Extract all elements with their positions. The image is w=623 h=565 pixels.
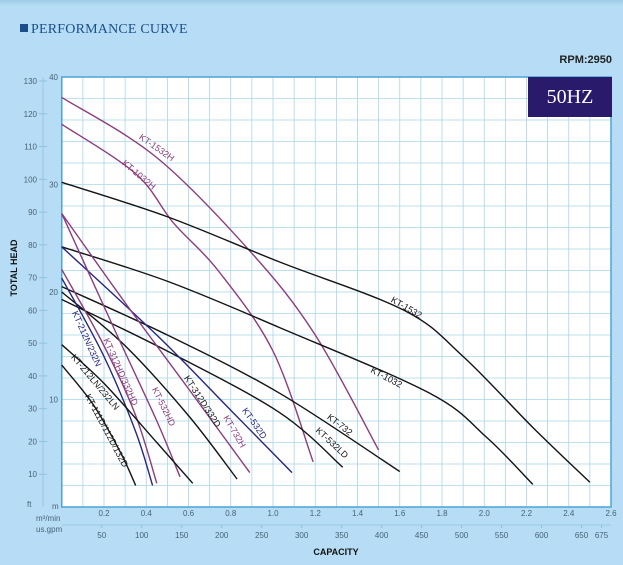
x-axis-title: CAPACITY [313, 547, 358, 557]
curve-kt-312d-332d [61, 291, 238, 480]
x2-unit-label: us.gpm [36, 525, 63, 534]
curve-kt-1532h [61, 96, 380, 451]
y2-tick-label: 20 [28, 437, 37, 446]
curves [61, 96, 591, 486]
x-tick-label: 1.8 [436, 509, 448, 518]
x-unit-label: m³/min [36, 514, 60, 523]
y-tick-label: 30 [49, 181, 58, 190]
top-bar [0, 0, 623, 6]
section-title: PERFORMANCE CURVE [20, 22, 188, 38]
y-tick-label: 20 [49, 288, 58, 297]
x2-tick-label: 100 [135, 531, 149, 540]
square-bullet-icon [20, 24, 28, 32]
x2-tick-label: 350 [335, 531, 349, 540]
x-tick-label: 1.6 [394, 509, 406, 518]
x-tick-label: 2.4 [563, 509, 575, 518]
y2-tick-label: 10 [28, 470, 37, 479]
y2-tick-label: 120 [24, 110, 38, 119]
x-tick-label: 2.6 [605, 509, 617, 518]
curve-kt-732 [61, 285, 401, 473]
x2-tick-label: 550 [495, 531, 509, 540]
y2-tick-label: 110 [24, 143, 37, 152]
curve-kt-111d-112d-132d [61, 364, 137, 486]
y-axis-title: TOTAL HEAD [9, 239, 19, 297]
x2-tick-label: 50 [97, 531, 106, 540]
curve-kt-532hd [61, 213, 181, 478]
y-unit-label: m [52, 502, 59, 511]
y2-tick-label: 50 [28, 339, 37, 348]
y-tick-label: 10 [49, 396, 58, 405]
x2-tick-label: 250 [255, 531, 269, 540]
y2-tick-label: 130 [24, 77, 38, 86]
x2-tick-label: 650 [575, 531, 589, 540]
x-tick-label: 2.0 [479, 509, 491, 518]
x2-tick-label: 500 [455, 531, 469, 540]
x2-tick-label: 150 [175, 531, 189, 540]
curve-kt-532ld [61, 298, 344, 468]
x-tick-label: 0.8 [225, 509, 237, 518]
x-tick-label: 0.4 [141, 509, 153, 518]
y2-tick-label: 70 [28, 274, 37, 283]
x-tick-label: 0.6 [183, 509, 195, 518]
x-tick-label: 1.2 [310, 509, 322, 518]
y2-unit-label: ft [27, 500, 32, 509]
x2-tick-label: 675 [595, 531, 609, 540]
y2-tick-label: 40 [28, 372, 37, 381]
x-tick-label: 2.2 [521, 509, 533, 518]
x-tick-label: 1.4 [352, 509, 364, 518]
curve-kt-1032h [61, 123, 314, 463]
y2-tick-label: 80 [28, 241, 37, 250]
rpm-label: RPM:2950 [559, 54, 612, 66]
x-tick-label: 0.2 [98, 509, 110, 518]
curve-kt-1032 [61, 246, 534, 485]
axes: 0.2 0.4 0.6 0.8 1.0 1.2 1.4 1.6 1.8 2.0 2.2 2.4 2.6 5… [24, 73, 617, 540]
x2-tick-label: 400 [375, 531, 389, 540]
x2-tick-label: 300 [295, 531, 309, 540]
curve-kt-212n-232n [61, 277, 154, 486]
curve-kt-212ln-232ln [61, 344, 194, 484]
curve-kt-1532 [61, 181, 591, 483]
y-tick-label: 40 [49, 73, 58, 82]
frequency-badge: 50HZ [528, 77, 612, 117]
curve-kt-732h [61, 213, 251, 474]
y2-tick-label: 90 [28, 208, 37, 217]
x2-tick-label: 200 [215, 531, 229, 540]
curve-kt-532d [61, 246, 293, 474]
section-title-text: PERFORMANCE CURVE [31, 22, 188, 37]
x-tick-label: 1.0 [267, 509, 279, 518]
curve-kt-312hd-332hd [61, 269, 158, 484]
x2-tick-label: 600 [535, 531, 549, 540]
grid [61, 76, 612, 508]
y2-tick-label: 30 [28, 405, 37, 414]
y2-tick-label: 60 [28, 306, 37, 315]
x2-tick-label: 450 [415, 531, 429, 540]
y2-tick-label: 100 [24, 175, 38, 184]
